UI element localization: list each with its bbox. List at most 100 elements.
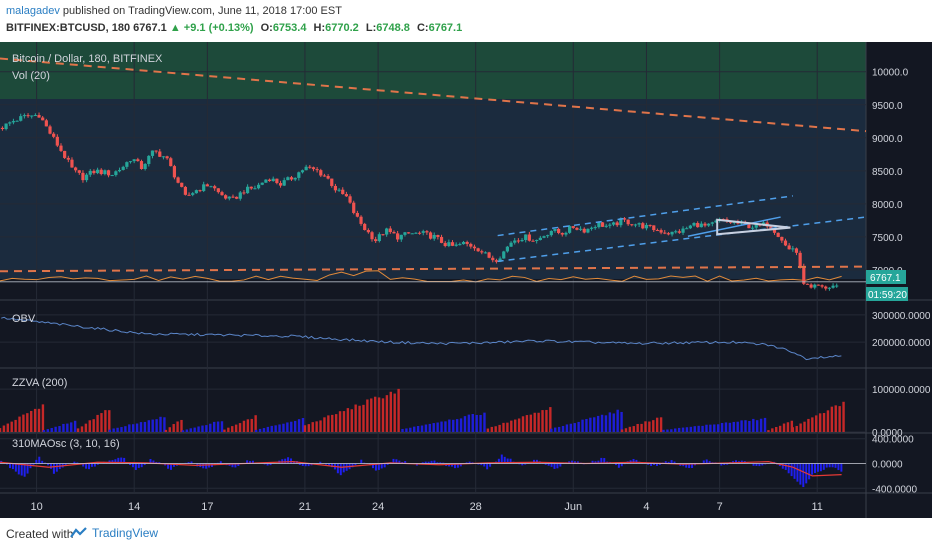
author-link[interactable]: malagadev (6, 5, 60, 17)
candle-body (538, 237, 542, 241)
candle-body (505, 246, 510, 252)
zzva-bar (521, 416, 525, 432)
zzva-bar (759, 418, 763, 432)
candle-body (553, 229, 557, 231)
oscillator-bar (600, 457, 603, 464)
oscillator-bar (837, 463, 840, 471)
trend-line-upper-downtrend[interactable] (0, 57, 867, 133)
oscillator-bar (614, 463, 617, 466)
oscillator-bar (550, 463, 553, 467)
oscillator-bar (594, 461, 597, 464)
candle-body (461, 241, 466, 245)
open-value: 6753.4 (272, 22, 307, 34)
oscillator-bar (635, 459, 638, 464)
oscillator-bar (427, 461, 430, 464)
zzva-bar (212, 421, 216, 432)
obv-pane[interactable] (1, 316, 842, 361)
candle-body (183, 186, 187, 195)
zzva-bar (315, 421, 318, 432)
symbol-label[interactable]: BITFINEX:BTCUSD, 180 (6, 22, 131, 34)
countdown-tag (866, 287, 908, 301)
zzva-bar (0, 428, 2, 432)
trend-line-channel-top[interactable] (497, 195, 793, 237)
candle-body (344, 194, 348, 197)
oscillator-bar (468, 461, 471, 464)
footer: Created with TradingView (0, 518, 932, 550)
oscillator-bar (679, 463, 682, 466)
candle-body (136, 159, 140, 162)
zzva-bar (181, 430, 185, 432)
zzva-bar (286, 422, 289, 432)
trend-line-channel-bottom[interactable] (497, 216, 867, 263)
zzva-bar (41, 404, 45, 432)
candle-body (363, 223, 367, 231)
candle-body (443, 242, 447, 246)
publish-line: malagadev published on TradingView.com, … (6, 5, 342, 17)
oscillator-bar (781, 463, 784, 469)
y-tick-label: 300000.0000 (872, 311, 931, 322)
candle-body (315, 169, 319, 171)
candle-body (655, 230, 660, 232)
zzva-bar (561, 425, 565, 432)
candle-body (198, 190, 202, 192)
candle-body (158, 151, 162, 157)
candle-body (798, 252, 802, 267)
candle-body (55, 136, 59, 146)
zzva-bar (216, 421, 220, 432)
oscillator-bar (591, 460, 594, 464)
oscillator-bar (234, 463, 237, 468)
zzva-bar (163, 417, 166, 432)
triangle-pattern[interactable] (716, 218, 791, 236)
candle-body (622, 218, 627, 220)
chart-canvas[interactable]: 10 14 17 21 24 28 Jun 4 7 11 10000.0 9500.0 9000.0 85… (0, 42, 932, 518)
candle-body (557, 229, 561, 233)
zzva-bar (752, 418, 755, 432)
oscillator-bar (140, 463, 143, 468)
zzva-bar (713, 424, 716, 432)
zzva-bar (616, 409, 619, 432)
price-pane[interactable] (0, 57, 867, 291)
trend-line-channel-mid[interactable] (687, 216, 781, 237)
zzva-bar (554, 427, 557, 432)
zzva-bar (58, 426, 61, 432)
candle-body (630, 224, 634, 226)
oscillator-bar (269, 463, 272, 466)
oscillator-bar (41, 460, 44, 464)
zzva-bar (73, 420, 77, 432)
oscillator-bar (152, 460, 155, 464)
candle-body (696, 223, 700, 228)
zzva-bar (565, 424, 569, 432)
zzva-bar (293, 420, 297, 432)
zzva-bar (76, 428, 80, 432)
candle-body (805, 283, 810, 285)
last-price: 6767.1 (133, 22, 167, 34)
candle-body (224, 195, 228, 199)
tradingview-logo-link[interactable]: TradingView (70, 526, 158, 540)
candle-body (425, 231, 429, 233)
oscillator-bar (219, 461, 222, 464)
candle-body (520, 239, 524, 242)
zzva-bar (549, 407, 552, 432)
candle-body (92, 170, 96, 174)
candle-body (802, 266, 806, 284)
zzva-bar (168, 427, 171, 432)
candle-body (256, 184, 261, 189)
candle-body (125, 162, 129, 167)
zzva-bar (736, 421, 739, 432)
candle-body (282, 180, 286, 186)
candle-body (436, 234, 440, 237)
oscillator-pane[interactable] (0, 454, 866, 488)
zzva-pane[interactable] (0, 388, 845, 432)
candle-body (498, 258, 502, 262)
trend-line-lower-support[interactable] (0, 265, 867, 273)
candle-body (710, 222, 714, 224)
price-pane-title: Bitcoin / Dollar, 180, BITFINEX (12, 53, 163, 65)
oscillator-bar (52, 463, 55, 474)
zzva-bar (88, 420, 91, 432)
zzva-bar (84, 423, 88, 432)
zzva-bar (33, 408, 37, 432)
oscillator-bar (404, 461, 407, 464)
oscillator-bar (383, 463, 386, 468)
zzva-bar (131, 424, 135, 432)
zzva-bar (424, 424, 428, 432)
